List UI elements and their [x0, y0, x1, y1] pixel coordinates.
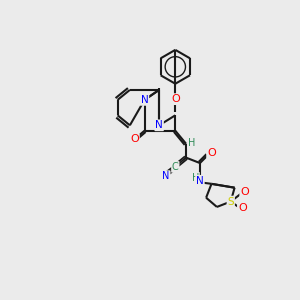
Text: N: N: [141, 95, 148, 105]
Text: H: H: [192, 173, 199, 183]
Text: C: C: [172, 162, 179, 172]
Text: N: N: [196, 176, 204, 186]
Text: O: O: [130, 134, 139, 144]
Text: S: S: [227, 196, 234, 206]
Text: H: H: [188, 138, 195, 148]
Text: N: N: [155, 120, 163, 130]
Text: O: O: [238, 203, 247, 214]
Text: O: O: [240, 187, 249, 197]
Text: N: N: [162, 171, 170, 181]
Text: O: O: [207, 148, 216, 158]
Text: O: O: [171, 94, 180, 104]
